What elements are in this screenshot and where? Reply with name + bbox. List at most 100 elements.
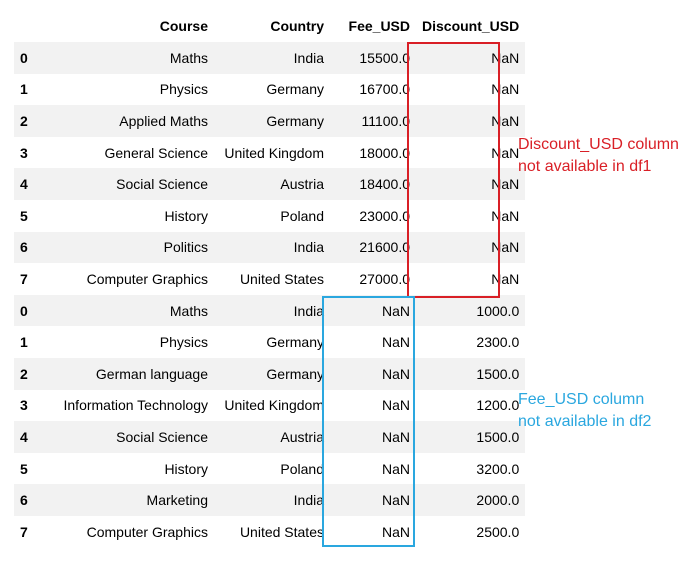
country-cell: Germany	[266, 365, 324, 382]
table-row: 6 Politics India 21600.0 NaN	[14, 231, 526, 264]
discount-usd-cell: 2000.0	[476, 492, 520, 509]
discount-usd-header: Discount_USD	[422, 18, 520, 34]
course-header: Course	[159, 18, 208, 34]
fee-usd-cell: 18000.0	[359, 144, 410, 161]
fee-usd-cell: NaN	[381, 302, 410, 319]
table-row: 7 Computer Graphics United States 27000.0 Na…	[14, 263, 526, 295]
fee-usd-cell: NaN	[381, 492, 410, 509]
table-row: 3 Information Technology United Kingdom NaN…	[14, 389, 526, 422]
course-cell: Computer Graphics	[86, 270, 208, 287]
country-cell: India	[293, 49, 324, 66]
course-cell: Marketing	[146, 492, 208, 509]
course-cell: German language	[95, 365, 208, 382]
fee-nan-highlight-box	[322, 296, 415, 547]
row-index: 0	[20, 49, 28, 66]
fee-usd-cell: 11100.0	[361, 112, 410, 129]
country-cell: Germany	[266, 112, 324, 129]
index-header	[14, 10, 36, 42]
country-cell: Germany	[266, 334, 324, 351]
table-row: 2 German language Germany NaN 1500.0	[14, 357, 526, 390]
course-cell: Maths	[169, 49, 208, 66]
course-cell: Information Technology	[63, 397, 209, 414]
fee-usd-cell: NaN	[381, 428, 410, 445]
course-cell: Physics	[159, 81, 208, 98]
country-cell: India	[293, 239, 324, 256]
row-index: 2	[20, 112, 28, 129]
row-index: 7	[20, 523, 28, 540]
fee-usd-cell: 15500.0	[359, 49, 410, 66]
course-cell: Maths	[169, 302, 208, 319]
table-row: 0 Maths India 15500.0 NaN	[14, 42, 526, 74]
discount-usd-cell: 1500.0	[476, 365, 520, 382]
table-row: 5 History Poland 23000.0 NaN	[14, 199, 526, 232]
course-cell: General Science	[104, 144, 208, 161]
fee-missing-note: Fee_USD column not available in df2	[518, 389, 651, 433]
course-cell: Computer Graphics	[86, 523, 208, 540]
discount-usd-cell: 2300.0	[476, 334, 520, 351]
row-index: 1	[20, 334, 28, 351]
row-index: 4	[20, 176, 28, 193]
fee-usd-cell: 16700.0	[359, 81, 410, 98]
table-row: 6 Marketing India NaN 2000.0	[14, 484, 526, 516]
country-header: Country	[270, 18, 324, 34]
course-cell: Politics	[163, 239, 208, 256]
course-cell: Social Science	[116, 176, 208, 193]
discount-usd-cell: 1500.0	[476, 428, 520, 445]
header-row: Course Country Fee_USD Discount_USD	[14, 10, 525, 42]
table-row: 3 General Science United Kingdom 18000.0 NaN	[14, 136, 526, 169]
row-index: 6	[20, 239, 28, 256]
discount-usd-cell: 3200.0	[476, 460, 520, 477]
country-cell: Germany	[266, 81, 324, 98]
country-cell: Poland	[280, 207, 324, 224]
table-row: 7 Computer Graphics United States NaN 2500.0	[14, 515, 526, 548]
table-row: 4 Social Science Austria 18400.0 NaN	[14, 168, 526, 200]
table-header: Course Country Fee_USD Discount_USD	[14, 10, 525, 42]
discount-usd-cell: 1000.0	[476, 302, 520, 319]
country-cell: United States	[239, 523, 324, 540]
fee-usd-cell: 18400.0	[359, 176, 410, 193]
table-row: 5 History Poland NaN 3200.0	[14, 452, 526, 485]
course-cell: History	[164, 460, 208, 477]
fee-usd-cell: NaN	[381, 460, 410, 477]
table-row: 1 Physics Germany 16700.0 NaN	[14, 73, 526, 106]
country-cell: India	[293, 302, 324, 319]
course-cell: Applied Maths	[119, 112, 208, 129]
row-index: 0	[20, 302, 28, 319]
course-cell: History	[164, 207, 208, 224]
fee-usd-cell: 21600.0	[359, 239, 410, 256]
discount-usd-cell: 2500.0	[476, 523, 520, 540]
fee-usd-cell: NaN	[381, 397, 410, 414]
country-cell: Austria	[280, 428, 324, 445]
discount-note-line-2: not available in df1	[518, 158, 652, 175]
table-row: 2 Applied Maths Germany 11100.0 NaN	[14, 105, 526, 137]
row-index: 7	[20, 270, 28, 287]
discount-note-line-1: Discount_USD column	[518, 136, 679, 153]
concatenated-dataframe-table: Course Country Fee_USD Discount_USD 0 Mat…	[14, 10, 526, 548]
table-row: 0 Maths India NaN 1000.0	[14, 294, 526, 327]
row-index: 6	[20, 492, 28, 509]
table-row: 4 Social Science Austria NaN 1500.0	[14, 421, 526, 453]
fee-usd-header: Fee_USD	[348, 18, 410, 34]
fee-note-line-2: not available in df2	[518, 413, 652, 430]
row-index: 2	[20, 365, 28, 382]
country-cell: Poland	[280, 460, 324, 477]
row-index: 3	[20, 397, 28, 414]
discount-missing-note: Discount_USD column not available in df1	[518, 134, 679, 178]
country-cell: United Kingdom	[224, 144, 324, 161]
fee-usd-cell: NaN	[381, 523, 410, 540]
fee-usd-cell: 23000.0	[359, 207, 410, 224]
country-cell: United States	[239, 270, 324, 287]
row-index: 4	[20, 428, 28, 445]
row-index: 3	[20, 144, 28, 161]
country-cell: India	[293, 492, 324, 509]
row-index: 1	[20, 81, 28, 98]
course-cell: Social Science	[116, 428, 208, 445]
discount-usd-cell: 1200.0	[476, 397, 520, 414]
country-cell: Austria	[280, 176, 324, 193]
course-cell: Physics	[159, 334, 208, 351]
fee-usd-cell: 27000.0	[359, 270, 410, 287]
table-row: 1 Physics Germany NaN 2300.0	[14, 326, 526, 358]
fee-usd-cell: NaN	[381, 334, 410, 351]
row-index: 5	[20, 207, 28, 224]
discount-nan-highlight-box	[407, 42, 500, 298]
